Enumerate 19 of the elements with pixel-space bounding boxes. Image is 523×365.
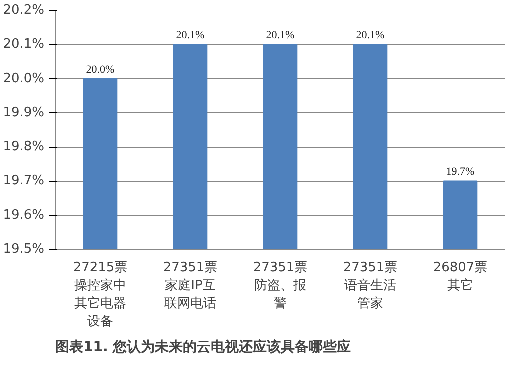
- x-tick-label: 27351票防盗、报警: [253, 260, 308, 312]
- y-tick-label: 20.1%: [3, 37, 45, 52]
- x-tick-label: 27351票语音生活管家: [343, 260, 398, 312]
- y-tick-label: 19.5%: [3, 242, 45, 257]
- y-tick-label: 19.7%: [3, 174, 45, 189]
- data-label: 20.0%: [86, 64, 115, 76]
- data-label: 20.1%: [356, 30, 385, 42]
- y-tick-label: 19.6%: [3, 208, 45, 223]
- y-tick-label: 20.2%: [3, 3, 45, 18]
- data-label: 20.1%: [266, 30, 295, 42]
- text: 图表11. 您认为未来的云电视还应该具备哪些应: [56, 338, 352, 356]
- x-tick-label: 27215票操控家中其它电器设备: [73, 260, 128, 330]
- x-tick-label: 26807票其它: [433, 260, 488, 294]
- data-label: 19.7%: [446, 166, 475, 178]
- y-tick-label: 19.9%: [3, 105, 45, 120]
- x-tick-label: 27351票家庭IP互联网电话: [163, 260, 218, 312]
- y-tick-label: 19.8%: [3, 140, 45, 155]
- y-tick-label: 20.0%: [3, 71, 45, 86]
- data-label: 20.1%: [176, 30, 205, 42]
